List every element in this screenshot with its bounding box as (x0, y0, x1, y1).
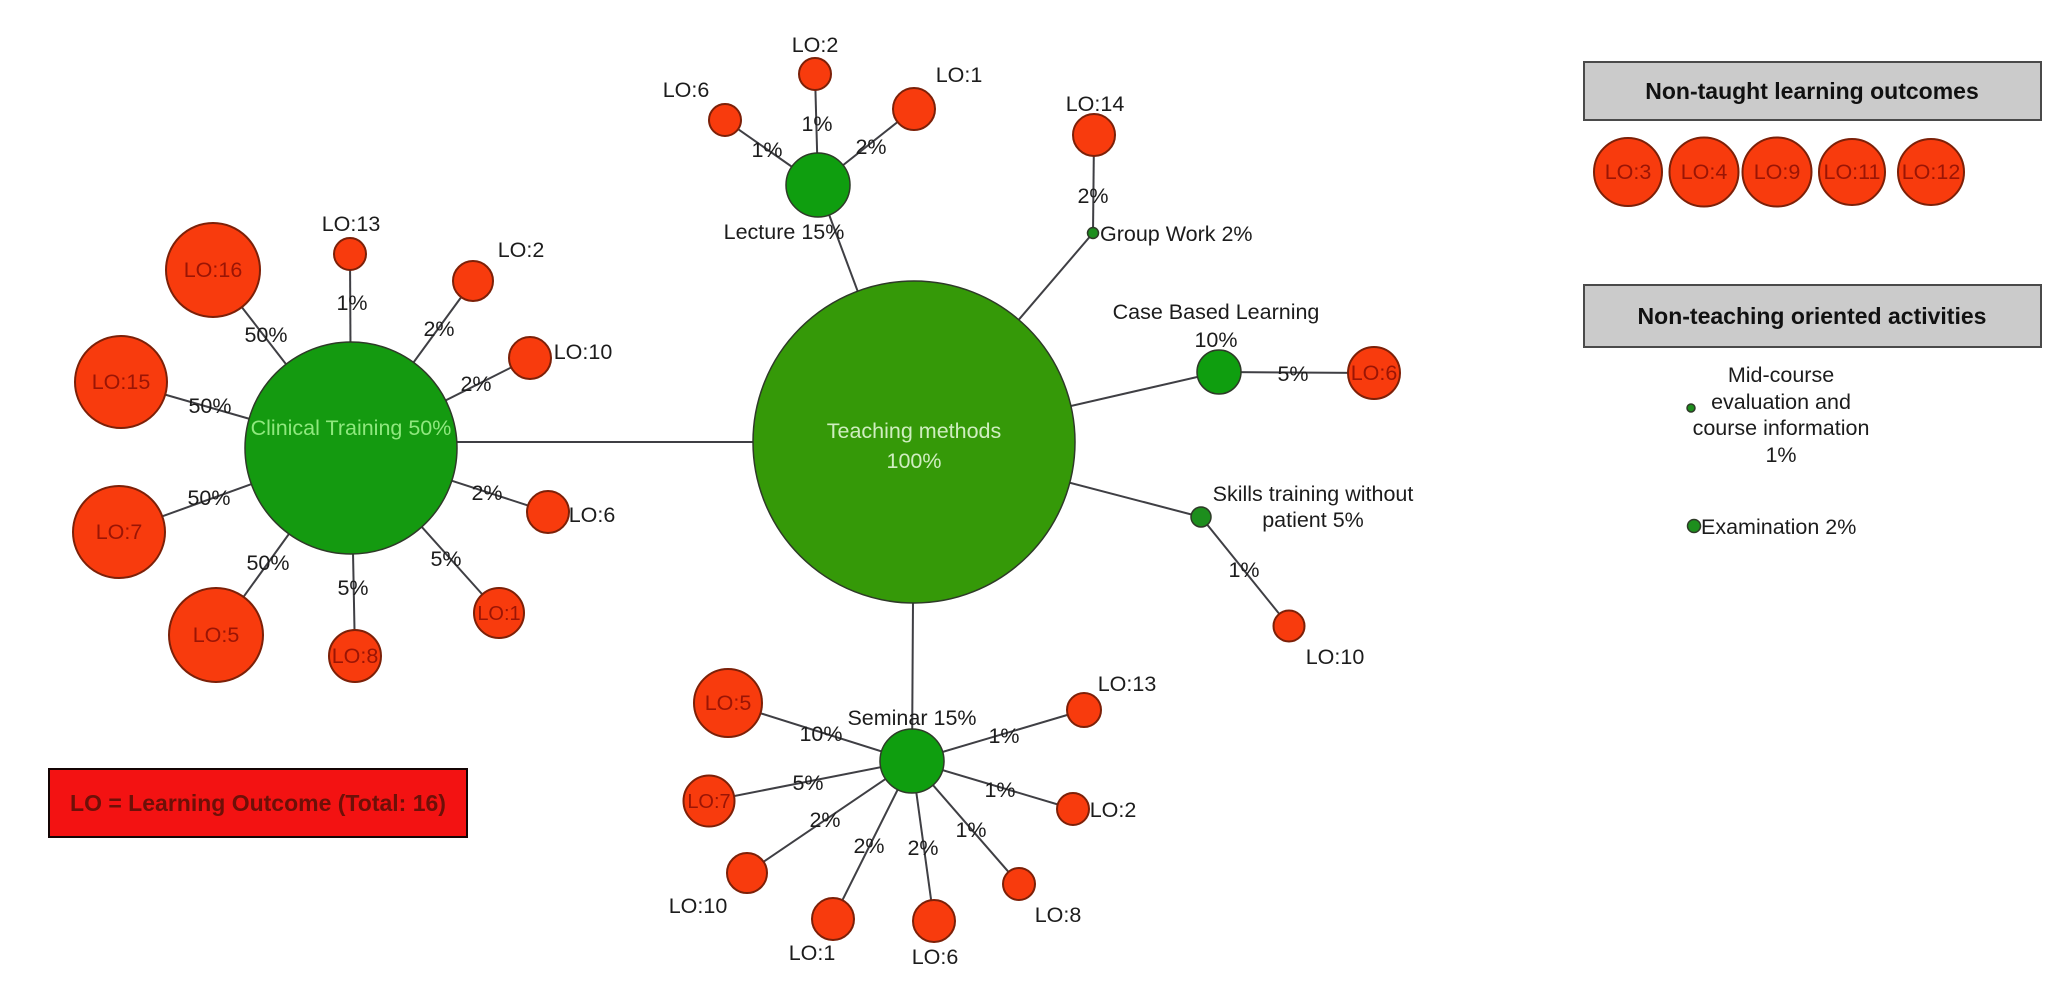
svg-text:Skills training without: Skills training without (1213, 482, 1414, 506)
svg-text:1%: 1% (1765, 443, 1796, 467)
svg-text:LO:5: LO:5 (705, 691, 752, 715)
svg-text:evaluation and: evaluation and (1711, 390, 1851, 414)
svg-text:LO:10: LO:10 (669, 894, 728, 918)
svg-text:1%: 1% (984, 778, 1015, 802)
svg-text:LO:15: LO:15 (92, 370, 151, 394)
svg-text:1%: 1% (955, 818, 986, 842)
svg-text:5%: 5% (792, 771, 823, 795)
svg-text:LO = Learning Outcome (Total:: LO = Learning Outcome (Total: 16) (70, 790, 446, 816)
svg-text:50%: 50% (187, 486, 230, 510)
svg-text:LO:1: LO:1 (789, 941, 836, 965)
svg-text:1%: 1% (801, 112, 832, 136)
svg-text:LO:2: LO:2 (498, 238, 545, 262)
svg-text:LO:6: LO:6 (912, 945, 959, 969)
svg-text:LO:7: LO:7 (687, 791, 730, 813)
svg-text:2%: 2% (1077, 184, 1108, 208)
svg-text:LO:14: LO:14 (1066, 92, 1125, 116)
svg-text:Mid-course: Mid-course (1728, 363, 1834, 387)
svg-text:Clinical Training 50%: Clinical Training 50% (251, 416, 452, 440)
svg-text:LO:16: LO:16 (184, 258, 243, 282)
svg-text:50%: 50% (188, 394, 231, 418)
svg-text:Non-teaching oriented activiti: Non-teaching oriented activities (1638, 303, 1987, 329)
svg-text:Teaching methods: Teaching methods (827, 419, 1002, 443)
svg-text:LO:6: LO:6 (663, 78, 710, 102)
svg-text:5%: 5% (1277, 362, 1308, 386)
svg-text:10%: 10% (1194, 328, 1237, 352)
svg-text:LO:1: LO:1 (477, 603, 520, 625)
svg-text:1%: 1% (1228, 558, 1259, 582)
svg-text:50%: 50% (244, 323, 287, 347)
svg-text:2%: 2% (907, 836, 938, 860)
svg-text:LO:10: LO:10 (554, 340, 613, 364)
svg-text:LO:6: LO:6 (1351, 361, 1398, 385)
svg-text:2%: 2% (809, 808, 840, 832)
svg-text:2%: 2% (471, 481, 502, 505)
svg-text:LO:2: LO:2 (792, 33, 839, 57)
svg-text:2%: 2% (853, 834, 884, 858)
svg-text:Seminar 15%: Seminar 15% (847, 706, 976, 730)
svg-text:LO:2: LO:2 (1090, 798, 1137, 822)
svg-text:2%: 2% (855, 135, 886, 159)
svg-text:LO:7: LO:7 (96, 520, 143, 544)
svg-text:Lecture 15%: Lecture 15% (724, 220, 845, 244)
svg-text:course information: course information (1693, 416, 1870, 440)
svg-text:2%: 2% (423, 317, 454, 341)
svg-text:Case Based Learning: Case Based Learning (1113, 300, 1320, 324)
svg-text:LO:11: LO:11 (1824, 160, 1881, 184)
svg-text:LO:12: LO:12 (1902, 160, 1961, 184)
svg-text:5%: 5% (337, 576, 368, 600)
svg-text:LO:1: LO:1 (936, 63, 983, 87)
svg-text:1%: 1% (336, 291, 367, 315)
svg-text:LO:3: LO:3 (1605, 160, 1652, 184)
svg-text:1%: 1% (751, 138, 782, 162)
svg-text:LO:6: LO:6 (569, 503, 616, 527)
svg-text:1%: 1% (988, 724, 1019, 748)
svg-text:LO:9: LO:9 (1754, 160, 1801, 184)
svg-text:LO:13: LO:13 (322, 212, 381, 236)
svg-text:LO:8: LO:8 (332, 644, 379, 668)
svg-text:LO:8: LO:8 (1035, 903, 1082, 927)
svg-text:LO:13: LO:13 (1098, 672, 1157, 696)
svg-text:LO:10: LO:10 (1306, 645, 1365, 669)
svg-text:patient 5%: patient 5% (1262, 508, 1364, 532)
svg-text:100%: 100% (887, 449, 942, 473)
svg-text:5%: 5% (430, 547, 461, 571)
svg-text:10%: 10% (799, 722, 842, 746)
svg-text:2%: 2% (460, 372, 491, 396)
svg-text:Non-taught learning outcomes: Non-taught learning outcomes (1645, 78, 1979, 104)
svg-text:50%: 50% (246, 551, 289, 575)
svg-text:Group Work 2%: Group Work 2% (1100, 222, 1253, 246)
svg-text:LO:5: LO:5 (193, 623, 240, 647)
svg-text:LO:4: LO:4 (1681, 160, 1728, 184)
svg-text:Examination 2%: Examination 2% (1701, 515, 1856, 539)
